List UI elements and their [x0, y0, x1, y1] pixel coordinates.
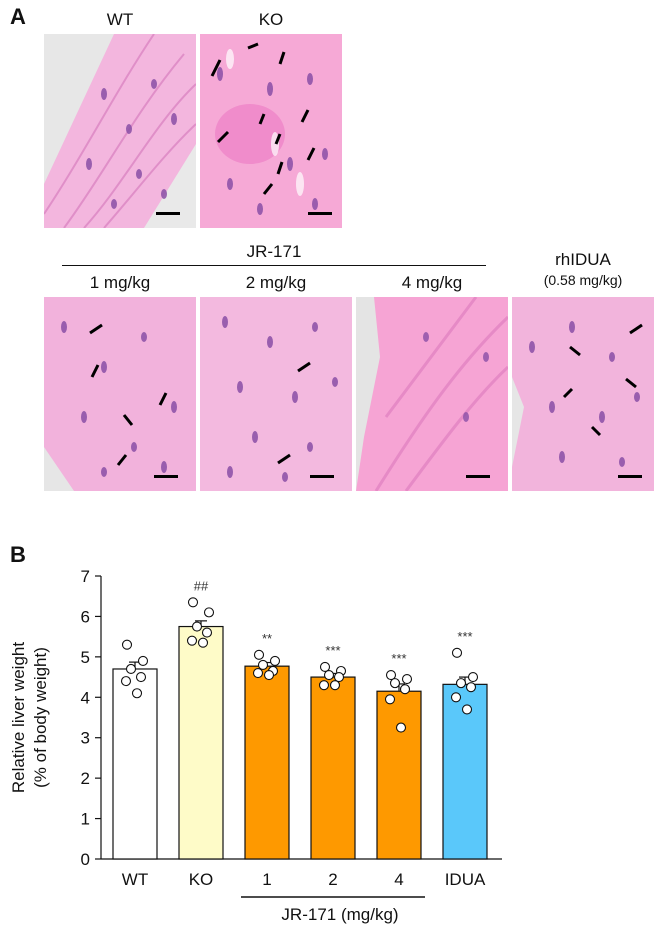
- panel-a-label: A: [10, 4, 26, 29]
- micrograph-jr171-4mg: [356, 297, 508, 491]
- label-rhidua-dose: (0.58 mg/kg): [543, 272, 623, 288]
- point-2-1: [319, 661, 331, 673]
- significance-1: **: [262, 631, 272, 646]
- point-4-3: [389, 678, 401, 689]
- x-tick-label-KO: KO: [189, 870, 214, 889]
- point-1-6: [263, 670, 275, 681]
- group-label-jr171: JR-171: [246, 242, 302, 261]
- label-wt: WT: [106, 10, 134, 29]
- micrograph-jr171-1mg: [44, 297, 196, 491]
- point-4-2: [401, 674, 413, 685]
- point-WT-6: [131, 688, 143, 699]
- significance-IDUA: ***: [457, 629, 472, 644]
- point-KO-4: [201, 627, 213, 638]
- significance-4: ***: [391, 651, 406, 666]
- y-tick-label-7: 7: [81, 567, 90, 586]
- bar-2: [310, 676, 356, 860]
- point-IDUA-1: [451, 647, 463, 658]
- point-IDUA-2: [467, 672, 479, 683]
- point-IDUA-5: [450, 692, 462, 703]
- point-2-3: [323, 670, 335, 681]
- bar-KO: [178, 625, 224, 860]
- point-KO-5: [186, 635, 198, 646]
- label-ko: KO: [258, 10, 284, 29]
- x-tick-label-WT: WT: [122, 870, 148, 889]
- y-tick-label-2: 2: [81, 769, 90, 788]
- point-4-5: [384, 694, 396, 705]
- x-tick-label-1: 1: [262, 870, 271, 889]
- y-axis-label-line-1: Relative liver weight: [9, 642, 28, 793]
- point-2-4: [333, 672, 345, 683]
- point-WT-5: [120, 676, 132, 687]
- x-tick-label-IDUA: IDUA: [445, 870, 486, 889]
- significance-2: ***: [325, 643, 340, 658]
- point-WT-3: [125, 663, 137, 675]
- x-tick-label-4: 4: [394, 870, 403, 889]
- bar-4: [376, 690, 422, 860]
- label-dose-2: 2 mg/kg: [245, 273, 307, 292]
- point-2-6: [329, 680, 341, 691]
- liver-weight-chart: 0 1 2 3 4 5 6 7 Relative liver weight (% of body …: [9, 567, 502, 898]
- point-1-1: [253, 649, 265, 660]
- group-bracket-line: [62, 265, 486, 266]
- y-tick-label-4: 4: [81, 688, 90, 707]
- y-tick-label-3: 3: [81, 729, 90, 748]
- x-tick-label-2: 2: [328, 870, 337, 889]
- panel-b-label: B: [10, 542, 26, 567]
- y-tick-label-1: 1: [81, 810, 90, 829]
- label-rhidua: rhIDUA: [555, 250, 611, 269]
- label-dose-1: 1 mg/kg: [89, 273, 151, 292]
- point-1-3: [257, 659, 269, 670]
- point-IDUA-6: [461, 704, 473, 715]
- point-2-5: [318, 680, 330, 691]
- micrograph-ko: [200, 34, 342, 228]
- y-tick-label-0: 0: [81, 850, 90, 869]
- x-group-label: JR-171 (mg/kg): [281, 905, 399, 924]
- point-KO-2: [203, 607, 215, 618]
- point-4-6: [395, 722, 407, 733]
- bar-WT: [112, 668, 158, 860]
- micrograph-jr171-2mg: [200, 297, 352, 491]
- significance-KO: ##: [194, 578, 209, 593]
- point-IDUA-3: [455, 678, 467, 689]
- point-1-5: [252, 667, 264, 679]
- micrograph-wt: [44, 34, 196, 228]
- point-4-4: [399, 684, 411, 695]
- point-KO-1: [187, 597, 199, 608]
- point-WT-2: [137, 655, 149, 666]
- point-WT-1: [121, 639, 133, 650]
- point-WT-4: [135, 672, 147, 683]
- y-tick-label-6: 6: [81, 607, 90, 626]
- point-IDUA-4: [465, 682, 477, 693]
- point-KO-3: [191, 621, 203, 632]
- bar-1: [244, 665, 290, 860]
- point-1-2: [269, 655, 281, 666]
- micrograph-rhidua: [512, 297, 654, 491]
- point-4-1: [385, 670, 397, 681]
- y-axis-label-line-2: (% of body weight): [31, 647, 50, 788]
- label-dose-4: 4 mg/kg: [401, 273, 463, 292]
- point-KO-6: [197, 637, 209, 648]
- y-tick-label-5: 5: [81, 648, 90, 667]
